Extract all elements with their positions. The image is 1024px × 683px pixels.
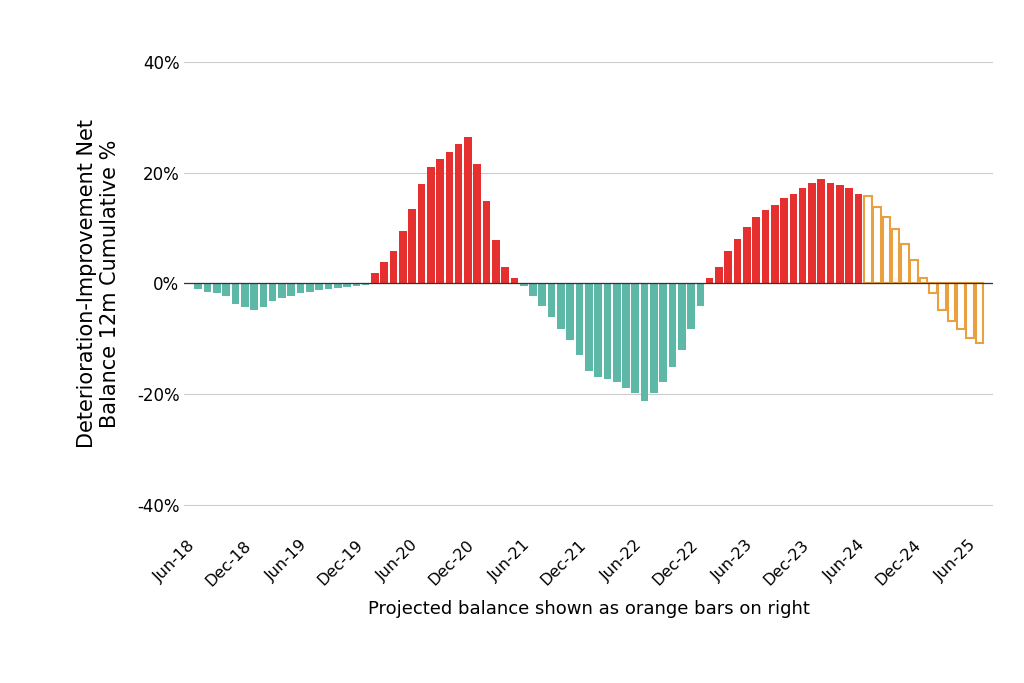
Bar: [548, 283, 555, 317]
Bar: [222, 283, 230, 296]
Bar: [502, 267, 509, 283]
Bar: [817, 180, 825, 283]
Bar: [883, 217, 890, 283]
Bar: [632, 283, 639, 393]
Bar: [352, 283, 360, 285]
Bar: [826, 182, 835, 283]
Bar: [381, 262, 388, 283]
Bar: [976, 283, 983, 344]
Bar: [575, 283, 584, 355]
Bar: [901, 244, 908, 283]
Bar: [464, 137, 472, 283]
Bar: [195, 283, 202, 289]
Bar: [855, 194, 862, 283]
Bar: [669, 283, 676, 367]
Bar: [696, 283, 705, 305]
Bar: [436, 159, 443, 283]
Bar: [706, 278, 714, 283]
Bar: [910, 260, 919, 283]
Bar: [409, 209, 416, 283]
Bar: [269, 283, 276, 301]
Bar: [259, 283, 267, 307]
Bar: [836, 185, 844, 283]
Bar: [288, 283, 295, 296]
Bar: [753, 217, 760, 283]
Bar: [967, 283, 974, 337]
Bar: [279, 283, 286, 298]
Bar: [455, 144, 463, 283]
Bar: [864, 196, 871, 283]
Bar: [297, 283, 304, 294]
Bar: [947, 283, 955, 321]
Bar: [492, 240, 500, 283]
Bar: [315, 283, 323, 290]
Bar: [445, 152, 454, 283]
Bar: [603, 283, 611, 379]
Bar: [511, 278, 518, 283]
Bar: [213, 283, 221, 294]
Bar: [808, 182, 816, 283]
Bar: [762, 210, 769, 283]
Bar: [650, 283, 657, 393]
Bar: [343, 283, 351, 288]
X-axis label: Projected balance shown as orange bars on right: Projected balance shown as orange bars o…: [368, 600, 810, 618]
Bar: [687, 283, 695, 329]
Bar: [641, 283, 648, 401]
Bar: [325, 283, 332, 289]
Bar: [623, 283, 630, 387]
Bar: [482, 201, 490, 283]
Bar: [566, 283, 574, 340]
Bar: [780, 197, 787, 283]
Bar: [799, 188, 807, 283]
Bar: [659, 283, 667, 382]
Bar: [929, 283, 937, 294]
Bar: [956, 283, 965, 329]
Bar: [399, 231, 407, 283]
Bar: [585, 283, 593, 371]
Bar: [231, 283, 240, 305]
Bar: [873, 207, 881, 283]
Bar: [594, 283, 602, 376]
Bar: [473, 165, 481, 283]
Bar: [557, 283, 564, 329]
Bar: [539, 283, 546, 305]
Bar: [734, 239, 741, 283]
Bar: [743, 227, 751, 283]
Bar: [334, 283, 342, 288]
Bar: [678, 283, 686, 350]
Bar: [938, 283, 946, 310]
Bar: [241, 283, 249, 307]
Bar: [715, 267, 723, 283]
Bar: [204, 283, 211, 292]
Bar: [613, 283, 621, 382]
Bar: [427, 167, 434, 283]
Y-axis label: Deterioration-Improvement Net
Balance 12m Cumulative %: Deterioration-Improvement Net Balance 12…: [77, 119, 120, 448]
Bar: [390, 251, 397, 283]
Bar: [790, 194, 797, 283]
Bar: [771, 205, 778, 283]
Bar: [306, 283, 313, 292]
Bar: [724, 251, 732, 283]
Bar: [920, 278, 928, 283]
Bar: [520, 283, 527, 286]
Bar: [250, 283, 258, 310]
Bar: [529, 283, 537, 296]
Bar: [418, 184, 425, 283]
Bar: [892, 229, 899, 283]
Bar: [846, 188, 853, 283]
Bar: [371, 273, 379, 283]
Bar: [361, 283, 370, 285]
